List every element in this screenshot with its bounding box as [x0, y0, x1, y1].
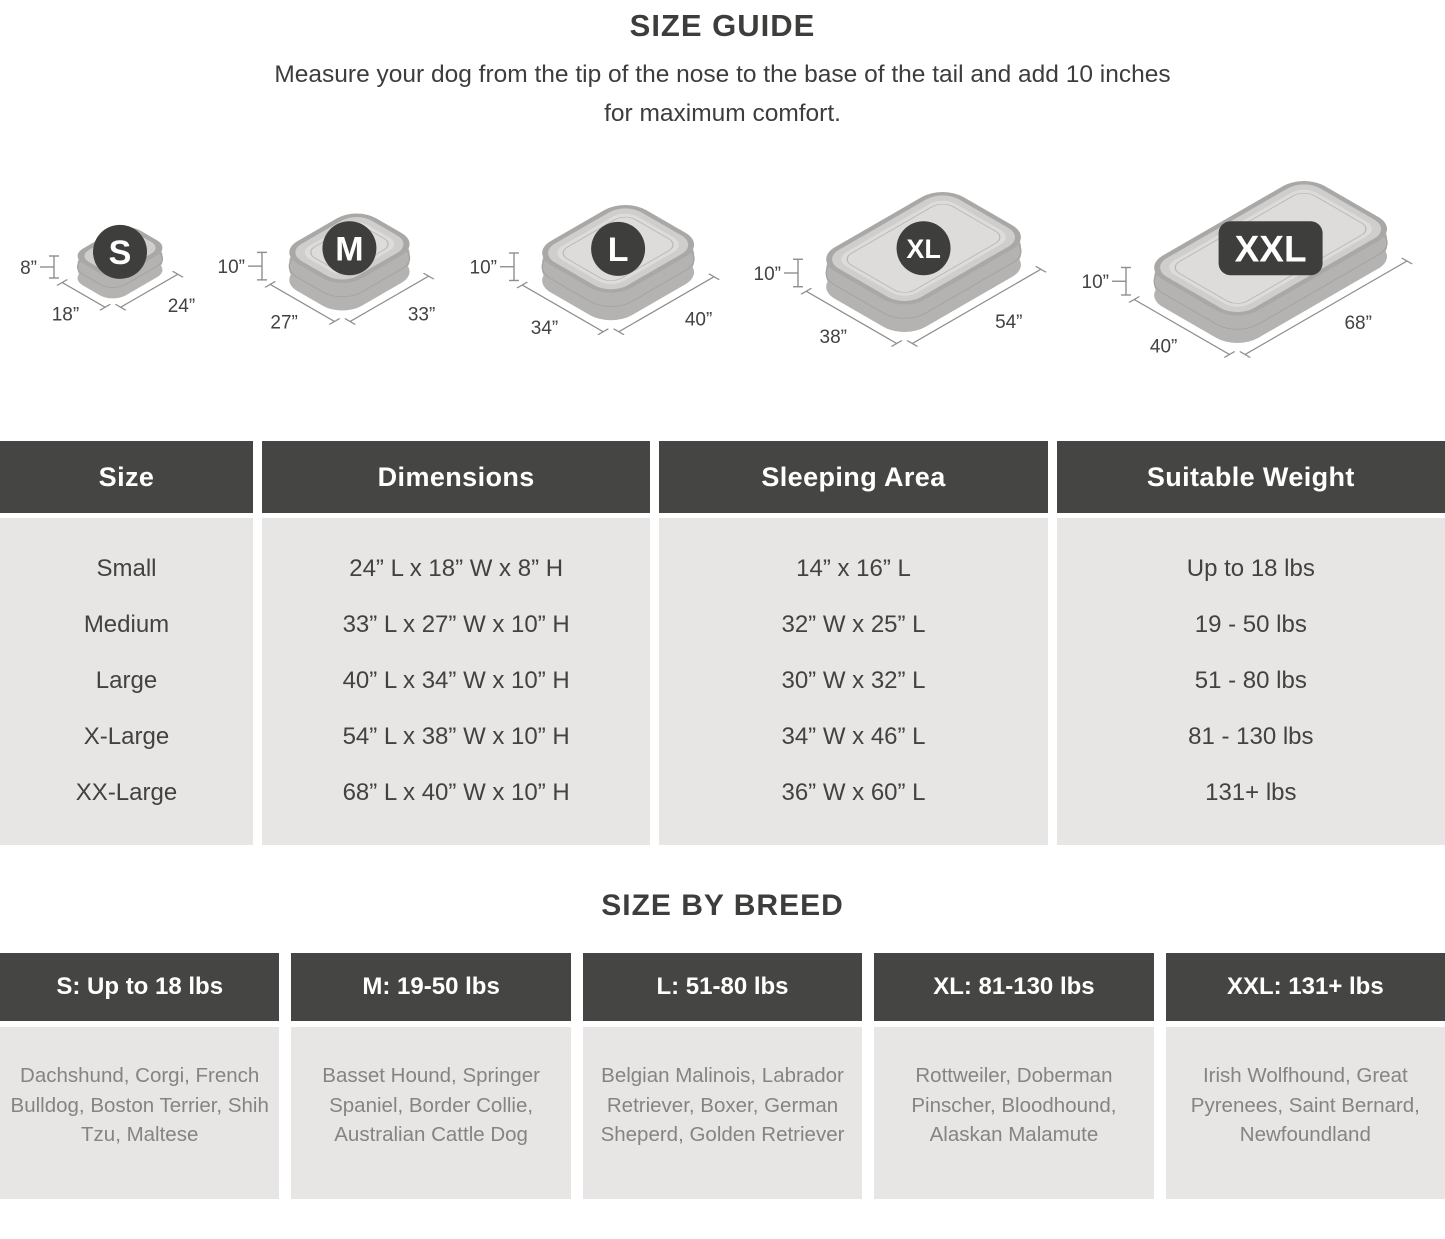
- bed-illustration-S: 8” 18” 24” S: [20, 224, 195, 325]
- suitable-weight-cell: 131+ lbs: [1205, 779, 1297, 807]
- size-table-header-sleeping-area: Sleeping Area: [659, 441, 1048, 514]
- height-dimension-label: 10”: [218, 258, 245, 279]
- bed-diagram-medium: 10” 27” 33” M: [212, 201, 463, 369]
- dimensions-cell: 68” L x 40” W x 10” H: [342, 779, 570, 807]
- page-subtitle: Measure your dog from the tip of the nos…: [274, 61, 1171, 127]
- length-dimension-label: 54”: [995, 312, 1022, 333]
- size-cell: Small: [96, 555, 157, 583]
- sleeping-area-cell: 32” W x 25” L: [781, 611, 926, 639]
- breed-section-title: SIZE BY BREED: [601, 889, 844, 923]
- dimension-lines: [800, 266, 1047, 348]
- height-dimension-label: 10”: [1081, 273, 1108, 294]
- width-dimension-label: 18”: [52, 304, 79, 325]
- size-badge: XL: [896, 221, 951, 276]
- size-cell: XX-Large: [75, 779, 178, 807]
- length-dimension-label: 40”: [685, 310, 712, 331]
- breed-list-xl: Rottweiler, Doberman Pinscher, Bloodhoun…: [874, 1027, 1154, 1200]
- size-table-header-dimensions: Dimensions: [262, 441, 651, 514]
- bed-illustration-L: 10” 34” 40” L: [469, 204, 720, 339]
- height-dimension-line: [1111, 267, 1131, 297]
- breed-column-l: L: 51-80 lbs Belgian Malinois, Labrador …: [582, 953, 863, 1200]
- svg-text:XXL: XXL: [1234, 229, 1306, 270]
- sleeping-area-cell: 34” W x 46” L: [781, 723, 926, 751]
- svg-text:M: M: [336, 231, 364, 269]
- breed-header-xxl: XXL: 131+ lbs: [1165, 953, 1445, 1022]
- bed-diagram-small: 8” 18” 24” S: [4, 217, 212, 355]
- height-dimension-label: 10”: [469, 258, 496, 279]
- bed-illustration-M: 10” 27” 33” M: [218, 213, 436, 334]
- size-cell: Medium: [83, 611, 170, 639]
- breed-list-s: Dachshund, Corgi, French Bulldog, Boston…: [0, 1027, 280, 1200]
- size-cell: Large: [95, 667, 158, 695]
- breed-list-xxl: Irish Wolfhound, Great Pyrenees, Saint B…: [1165, 1027, 1445, 1200]
- size-table-column-suitable-weight: Suitable Weight Up to 18 lbs 19 - 50 lbs…: [1056, 441, 1445, 846]
- dimension-lines: [56, 270, 184, 311]
- size-table-body-sleeping-area: 14” x 16” L 32” W x 25” L 30” W x 32” L …: [659, 518, 1048, 846]
- breed-column-m: M: 19-50 lbs Basset Hound, Springer Span…: [291, 953, 571, 1200]
- size-table-body-dimensions: 24” L x 18” W x 8” H 33” L x 27” W x 10”…: [262, 518, 651, 846]
- width-dimension-label: 34”: [530, 318, 557, 339]
- dimensions-cell: 54” L x 38” W x 10” H: [342, 723, 570, 751]
- suitable-weight-cell: 51 - 80 lbs: [1194, 667, 1307, 695]
- sleeping-area-cell: 36” W x 60” L: [781, 779, 926, 807]
- svg-text:S: S: [109, 234, 132, 272]
- size-badge: S: [93, 224, 148, 279]
- breed-list-l: Belgian Malinois, Labrador Retriever, Bo…: [582, 1027, 863, 1200]
- height-dimension-label: 8”: [20, 258, 37, 279]
- size-badge: L: [590, 221, 645, 276]
- breed-header-xl: XL: 81-130 lbs: [874, 953, 1154, 1022]
- height-dimension-line: [39, 254, 59, 279]
- width-dimension-label: 40”: [1150, 337, 1177, 358]
- size-table-header-suitable-weight: Suitable Weight: [1056, 441, 1445, 514]
- size-table-header-size: Size: [0, 441, 253, 514]
- bed-diagram-xx-large: 10” 40” 68” XXL: [1076, 168, 1441, 402]
- size-table: Size Small Medium Large X-Large XX-Large…: [0, 441, 1445, 846]
- bed-illustration-XXL: 10” 40” 68” XXL: [1081, 181, 1413, 359]
- bed-illustration-XL: 10” 38” 54” XL: [754, 192, 1047, 348]
- size-cell: X-Large: [83, 723, 170, 751]
- bed-illustrations-row: 8” 18” 24” S 10” 27” 33” M 10” 34” 40” L 10” 38” 54…: [0, 159, 1445, 411]
- suitable-weight-cell: 19 - 50 lbs: [1194, 611, 1307, 639]
- dimension-lines: [516, 273, 720, 335]
- svg-text:L: L: [607, 231, 628, 269]
- length-dimension-label: 68”: [1344, 314, 1371, 335]
- length-dimension-label: 24”: [168, 296, 195, 317]
- size-table-body-size: Small Medium Large X-Large XX-Large: [0, 518, 253, 846]
- sleeping-area-cell: 14” x 16” L: [796, 555, 911, 583]
- height-dimension-line: [784, 258, 804, 288]
- width-dimension-label: 38”: [820, 327, 847, 348]
- size-table-column-sleeping-area: Sleeping Area 14” x 16” L 32” W x 25” L …: [659, 441, 1048, 846]
- breed-list-m: Basset Hound, Springer Spaniel, Border C…: [291, 1027, 571, 1200]
- breed-column-xxl: XXL: 131+ lbs Irish Wolfhound, Great Pyr…: [1165, 953, 1445, 1200]
- suitable-weight-cell: 81 - 130 lbs: [1188, 723, 1314, 751]
- sleeping-area-cell: 30” W x 32” L: [781, 667, 926, 695]
- dimension-lines: [1128, 258, 1413, 359]
- page-title: SIZE GUIDE: [629, 8, 816, 43]
- svg-text:XL: XL: [907, 234, 941, 264]
- size-table-body-suitable-weight: Up to 18 lbs 19 - 50 lbs 51 - 80 lbs 81 …: [1056, 518, 1445, 846]
- breed-table: S: Up to 18 lbs Dachshund, Corgi, French…: [0, 953, 1445, 1200]
- bed-diagram-large: 10” 34” 40” L: [464, 192, 748, 379]
- dimensions-cell: 24” L x 18” W x 8” H: [349, 555, 564, 583]
- dimension-lines: [264, 273, 435, 326]
- size-badge: M: [322, 221, 377, 276]
- breed-header-l: L: 51-80 lbs: [582, 953, 863, 1022]
- breed-column-s: S: Up to 18 lbs Dachshund, Corgi, French…: [0, 953, 280, 1200]
- dimensions-cell: 33” L x 27” W x 10” H: [342, 611, 570, 639]
- suitable-weight-cell: Up to 18 lbs: [1186, 555, 1315, 583]
- size-badge: XXL: [1218, 221, 1323, 276]
- breed-header-m: M: 19-50 lbs: [291, 953, 571, 1022]
- dimensions-cell: 40” L x 34” W x 10” H: [342, 667, 570, 695]
- bed-diagram-x-large: 10” 38” 54” XL: [748, 179, 1075, 391]
- breed-header-s: S: Up to 18 lbs: [0, 953, 280, 1022]
- height-dimension-line: [499, 252, 519, 281]
- size-table-column-size: Size Small Medium Large X-Large XX-Large: [0, 441, 253, 846]
- height-dimension-label: 10”: [754, 264, 781, 285]
- size-table-column-dimensions: Dimensions 24” L x 18” W x 8” H 33” L x …: [262, 441, 651, 846]
- breed-column-xl: XL: 81-130 lbs Rottweiler, Doberman Pins…: [874, 953, 1154, 1200]
- height-dimension-line: [248, 252, 268, 281]
- length-dimension-label: 33”: [408, 305, 435, 326]
- width-dimension-label: 27”: [271, 313, 298, 334]
